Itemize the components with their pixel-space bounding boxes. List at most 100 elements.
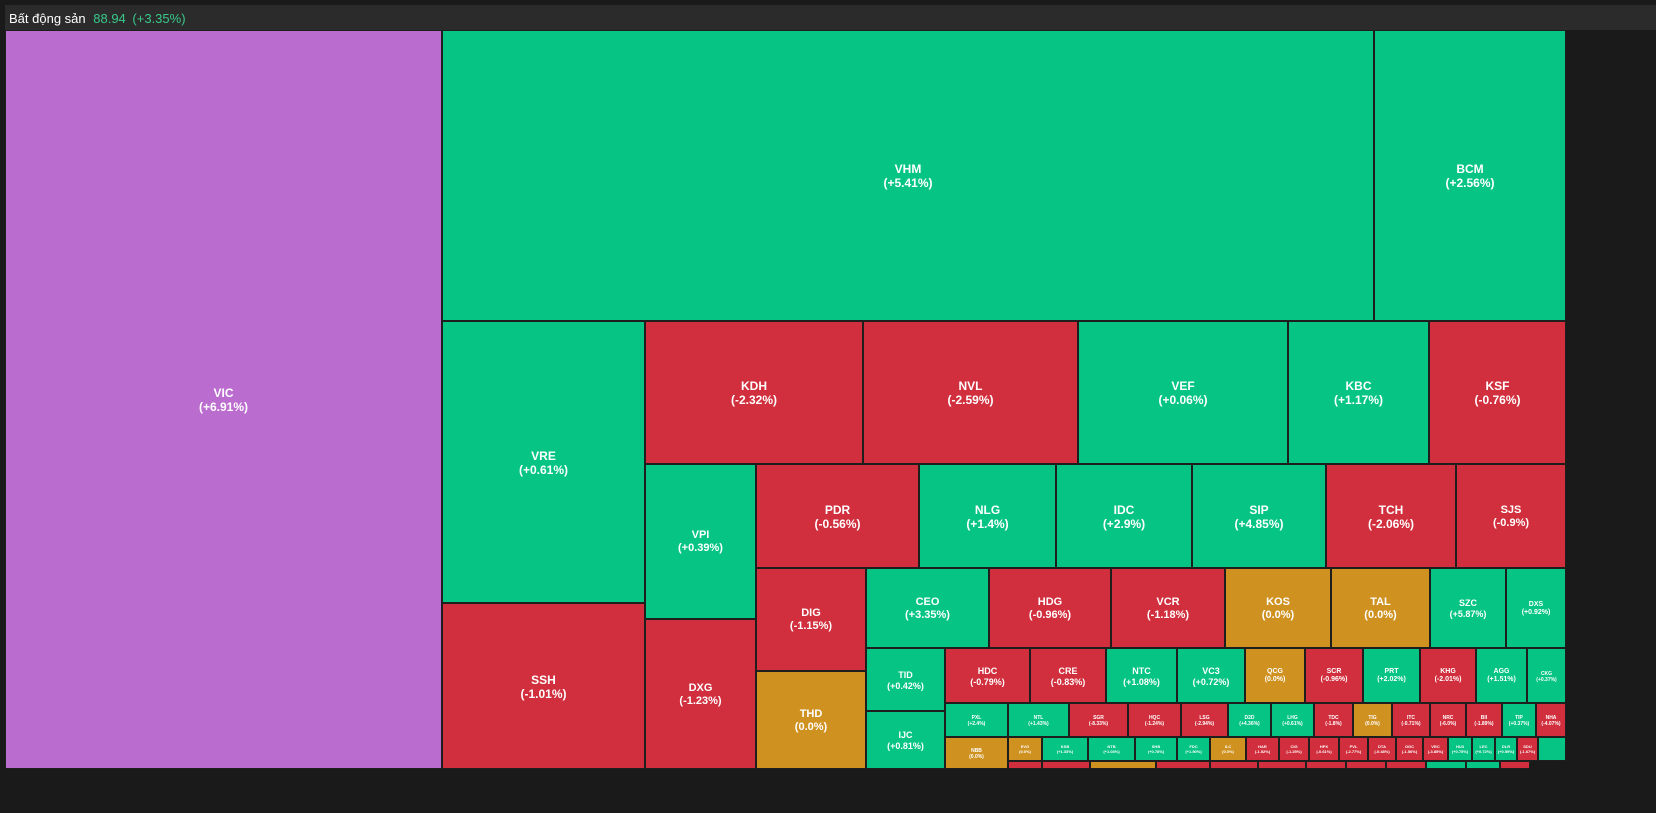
price-change: (+5.41%) (883, 176, 933, 191)
tile-vrc[interactable]: VRC (-3.85%) (1423, 737, 1448, 761)
tile-label: LEC (+0.72%) (1473, 744, 1494, 755)
tile-nrc[interactable]: NRC (-6.0%) (1430, 703, 1466, 737)
tile-kos[interactable]: KOS (0.0%) (1225, 568, 1331, 648)
tile-kbc[interactable]: KBC (+1.17%) (1288, 321, 1429, 464)
tile-label: NTC (+1.08%) (1107, 666, 1176, 688)
tile-vef[interactable]: VEF (+0.06%) (1078, 321, 1288, 464)
ticker-symbol: SJS (1500, 504, 1522, 516)
price-change: (-1.89%) (1474, 721, 1494, 727)
tile-evg[interactable]: EVG (0.0%) (1008, 737, 1042, 761)
tile-hdc[interactable]: HDC (-0.79%) (945, 648, 1030, 703)
tile-lhg[interactable]: LHG (+0.61%) (1271, 703, 1314, 737)
tile-tdc[interactable]: TDC (-1.8%) (1314, 703, 1353, 737)
ticker-symbol: TIP (1515, 715, 1523, 721)
tile-vpi[interactable]: VPI (+0.39%) (645, 464, 756, 619)
tile-itc[interactable]: ITC (-0.71%) (1392, 703, 1430, 737)
tile-sgr[interactable]: SGR (-8.33%) (1069, 703, 1128, 737)
tile-hpx[interactable]: HPX (-0.61%) (1309, 737, 1339, 761)
tile-kdh[interactable]: KDH (-2.32%) (645, 321, 863, 464)
tile-ssh[interactable]: SSH (-1.01%) (442, 603, 645, 769)
tile-tch[interactable]: TCH (-2.06%) (1326, 464, 1456, 568)
tile-vic[interactable]: VIC (+6.91%) (5, 30, 442, 769)
tile-ntl[interactable]: NTL (+1.43%) (1008, 703, 1069, 737)
tile-sip[interactable]: SIP (+4.85%) (1192, 464, 1326, 568)
tile-unlabeled[interactable] (1386, 761, 1426, 769)
tile-unlabeled[interactable] (1210, 761, 1258, 769)
tile-thd[interactable]: THD (0.0%) (756, 671, 866, 769)
tile-unlabeled[interactable] (1156, 761, 1210, 769)
tile-hqc[interactable]: HQC (-1.24%) (1128, 703, 1181, 737)
price-change: (-0.83%) (1050, 676, 1086, 687)
tile-vcr[interactable]: VCR (-1.18%) (1111, 568, 1225, 648)
tile-nha[interactable]: NHA (-4.07%) (1536, 703, 1566, 737)
tile-pdr[interactable]: PDR (-0.56%) (756, 464, 919, 568)
tile-lsg[interactable]: LSG (-2.94%) (1181, 703, 1228, 737)
tile-ksf[interactable]: KSF (-0.76%) (1429, 321, 1566, 464)
tile-sjs[interactable]: SJS (-0.9%) (1456, 464, 1566, 568)
tile-unlabeled[interactable] (1500, 761, 1530, 769)
tile-label: DLR (+0.59%) (1496, 744, 1516, 755)
tile-szc[interactable]: SZC (+5.87%) (1430, 568, 1506, 648)
tile-sdu[interactable]: SDU (-1.67%) (1517, 737, 1538, 761)
tile-d2d[interactable]: D2D (+4.36%) (1228, 703, 1271, 737)
tile-ogc[interactable]: OGC (-1.56%) (1396, 737, 1423, 761)
tile-fdc[interactable]: FDC (+1.90%) (1177, 737, 1210, 761)
tile-unlabeled[interactable] (1008, 761, 1042, 769)
tile-vre[interactable]: VRE (+0.61%) (442, 321, 645, 603)
tile-shb[interactable]: SHB (+0.78%) (1135, 737, 1177, 761)
tile-khg[interactable]: KHG (-2.01%) (1420, 648, 1476, 703)
tile-ckg[interactable]: CKG (+0.37%) (1527, 648, 1566, 703)
tile-cig[interactable]: CIG (-1.25%) (1279, 737, 1309, 761)
price-change: (+0.78%) (1147, 748, 1165, 754)
tile-ntc[interactable]: NTC (+1.08%) (1106, 648, 1177, 703)
tile-label: NBB (0.0%) (946, 748, 1007, 760)
tile-pvl[interactable]: PVL (-2.77%) (1339, 737, 1368, 761)
tile-idc[interactable]: IDC (+2.9%) (1056, 464, 1192, 568)
tile-unlabeled[interactable] (1538, 737, 1566, 761)
tile-unlabeled[interactable] (1090, 761, 1156, 769)
price-change: (-1.23%) (679, 695, 722, 708)
tile-vhm[interactable]: VHM (+5.41%) (442, 30, 1374, 321)
tile-ilc[interactable]: ILC (0.0%) (1210, 737, 1246, 761)
tile-unlabeled[interactable] (1042, 761, 1090, 769)
ticker-symbol: FDC (1189, 744, 1198, 749)
tile-dlr[interactable]: DLR (+0.59%) (1495, 737, 1517, 761)
tile-label: SJS (-0.9%) (1457, 504, 1565, 530)
tile-tal[interactable]: TAL (0.0%) (1331, 568, 1430, 648)
tile-unlabeled[interactable] (1466, 761, 1500, 769)
tile-bii[interactable]: BII (-1.89%) (1466, 703, 1502, 737)
tile-dig[interactable]: DIG (-1.15%) (756, 568, 866, 671)
tile-nbb[interactable]: NBB (0.0%) (945, 737, 1008, 769)
price-change: (+1.17%) (1333, 393, 1384, 408)
ticker-symbol: CEO (915, 596, 940, 608)
tile-dta[interactable]: DTA (-0.48%) (1368, 737, 1396, 761)
ticker-symbol: BII (1480, 715, 1488, 721)
tile-scr[interactable]: SCR (-0.96%) (1305, 648, 1363, 703)
tile-vc3[interactable]: VC3 (+0.72%) (1177, 648, 1245, 703)
tile-nvl[interactable]: NVL (-2.59%) (863, 321, 1078, 464)
tile-unlabeled[interactable] (1306, 761, 1346, 769)
tile-ceo[interactable]: CEO (+3.35%) (866, 568, 989, 648)
tile-dxs[interactable]: DXS (+0.92%) (1506, 568, 1566, 648)
tile-unlabeled[interactable] (1346, 761, 1386, 769)
tile-nlg[interactable]: NLG (+1.4%) (919, 464, 1056, 568)
tile-agg[interactable]: AGG (+1.51%) (1476, 648, 1527, 703)
tile-bcm[interactable]: BCM (+2.56%) (1374, 30, 1566, 321)
tile-tig[interactable]: TIG (0.0%) (1353, 703, 1392, 737)
tile-tip[interactable]: TIP (+0.37%) (1502, 703, 1536, 737)
tile-ijc[interactable]: IJC (+0.81%) (866, 711, 945, 769)
tile-hdg[interactable]: HDG (-0.96%) (989, 568, 1111, 648)
tile-unlabeled[interactable] (1426, 761, 1466, 769)
tile-qcg[interactable]: QCG (0.0%) (1245, 648, 1305, 703)
tile-tid[interactable]: TID (+0.42%) (866, 648, 945, 711)
tile-ntb[interactable]: NTB (+1.03%) (1088, 737, 1135, 761)
tile-unlabeled[interactable] (1258, 761, 1306, 769)
tile-dxg[interactable]: DXG (-1.23%) (645, 619, 756, 769)
tile-pxl[interactable]: PXL (+2.4%) (945, 703, 1008, 737)
tile-hu3[interactable]: HU3 (+0.75%) (1448, 737, 1472, 761)
tile-ksb[interactable]: KSB (+1.33%) (1042, 737, 1088, 761)
tile-prt[interactable]: PRT (+2.02%) (1363, 648, 1420, 703)
tile-cre[interactable]: CRE (-0.83%) (1030, 648, 1106, 703)
tile-lec[interactable]: LEC (+0.72%) (1472, 737, 1495, 761)
tile-har[interactable]: HAR (-1.52%) (1246, 737, 1279, 761)
